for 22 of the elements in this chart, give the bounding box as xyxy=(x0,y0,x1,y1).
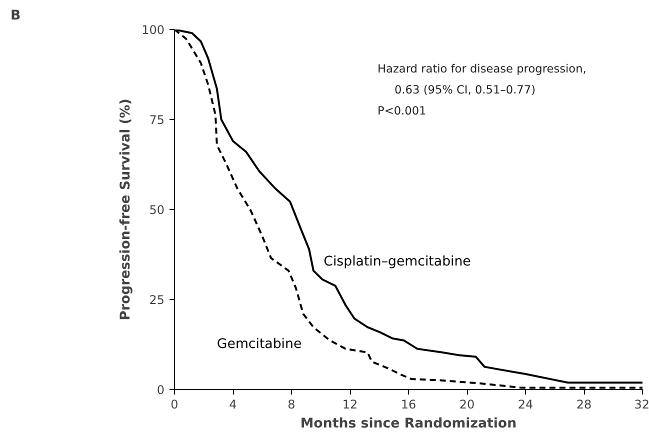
x-tick-label: 8 xyxy=(288,398,296,412)
series-label: Cisplatin–gemcitabine xyxy=(324,254,471,270)
x-tick-label: 16 xyxy=(400,398,416,412)
annotation: Hazard ratio for disease progression, xyxy=(378,62,586,76)
y-tick-label: 25 xyxy=(149,293,165,307)
y-tick-label: 75 xyxy=(149,113,165,127)
annotation: 0.63 (95% CI, 0.51–0.77) xyxy=(394,82,536,96)
series-label: Gemcitabine xyxy=(216,337,302,352)
x-tick-label: 4 xyxy=(229,398,237,412)
text: B xyxy=(10,8,21,24)
x-tick-label: 20 xyxy=(459,398,475,412)
y-tick-label: 100 xyxy=(142,23,164,37)
annotation: P<0.001 xyxy=(378,104,426,118)
x-tick-label: 32 xyxy=(634,398,649,412)
y-axis-title: Progression-free Survival (%) xyxy=(118,98,134,320)
x-axis-title: Months since Randomization xyxy=(300,416,517,432)
y-tick-label: 50 xyxy=(149,203,165,217)
x-tick-label: 12 xyxy=(342,398,358,412)
x-tick-label: 24 xyxy=(518,398,534,412)
y-tick-label: 0 xyxy=(156,383,165,397)
x-tick-label: 28 xyxy=(576,398,592,412)
x-tick-label: 0 xyxy=(170,398,178,412)
